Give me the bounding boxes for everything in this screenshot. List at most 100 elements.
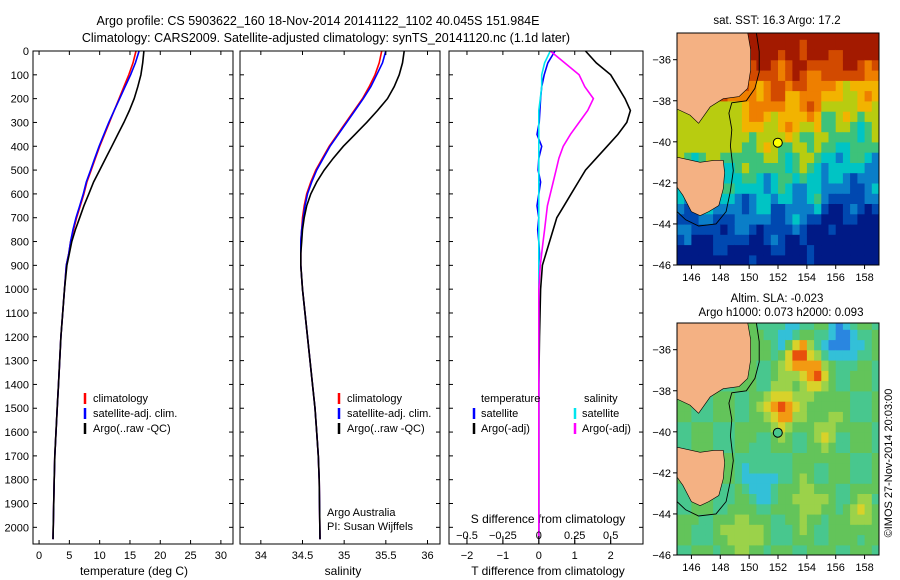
sst_map-cell	[734, 213, 743, 225]
sst_map-cell	[842, 193, 851, 204]
sla_map-cell	[799, 524, 808, 536]
sla_map-cell	[814, 401, 822, 412]
sla_map-cell	[770, 360, 779, 371]
sst_map-cell	[821, 141, 830, 153]
sst_map-xtick-label: 156	[827, 272, 845, 284]
sst_map-cell	[835, 49, 844, 61]
sst_map-cell	[864, 172, 873, 184]
depth-tick-label: 1600	[5, 427, 29, 439]
sla_map-cell	[828, 524, 837, 536]
sla_map-cell	[727, 483, 736, 494]
sla_map-cell	[842, 544, 851, 555]
sst_map-cell	[763, 162, 772, 174]
sla_map-cell	[871, 390, 879, 402]
sst_map-cell	[842, 39, 851, 51]
sla_map-cell	[756, 472, 765, 484]
sst_map-cell	[821, 59, 830, 71]
sst_map-cell	[749, 182, 757, 194]
sla_map-cell	[720, 534, 729, 546]
sla_map-cell	[835, 442, 844, 453]
sla_map-cell	[792, 483, 801, 494]
sst_map-cell	[864, 203, 873, 215]
sst_map-cell	[720, 131, 729, 143]
sst_map-cell	[799, 121, 808, 133]
s-axis-tick-label: −0.25	[489, 530, 517, 542]
sla_map-cell	[698, 431, 707, 443]
sla_map-cell	[799, 401, 808, 412]
sla_map-cell	[814, 380, 822, 392]
sst_map-cell	[835, 59, 844, 71]
sla_map-cell	[864, 360, 873, 371]
sla_map-cell	[741, 483, 750, 494]
sst_map-cell	[850, 90, 858, 102]
sla_map-cell	[799, 370, 808, 382]
sst_map-cell	[850, 223, 858, 235]
sla_map-cell	[713, 411, 721, 423]
sla_map-cell	[741, 544, 750, 555]
sst_map-cell	[756, 223, 765, 235]
depth-tick-label: 300	[11, 117, 29, 129]
sla_map-cell	[864, 452, 873, 464]
sla_map-cell	[799, 390, 808, 402]
sla_map-cell	[785, 421, 793, 433]
sst_map-cell	[842, 131, 851, 143]
sla_map-cell	[835, 370, 844, 382]
sst_map-cell	[842, 49, 851, 61]
sla_map-cell	[684, 544, 692, 555]
sst_map-cell	[814, 203, 822, 215]
sst_map-cell	[842, 100, 851, 112]
sla_map-cell	[806, 411, 815, 423]
sla_map-cell	[799, 472, 808, 484]
sla_map-cell	[778, 380, 786, 392]
sst_map-cell	[727, 172, 736, 184]
sla_map-cell	[778, 472, 786, 484]
sla_map-cell	[684, 513, 692, 525]
sst_map-cell	[850, 213, 858, 225]
sla_map-cell	[763, 493, 772, 505]
sla_map-cell	[792, 503, 801, 515]
sla_map-cell	[828, 401, 837, 412]
sla_map-cell	[749, 503, 757, 515]
sla_map-cell	[720, 483, 729, 494]
sst_map-cell	[756, 121, 765, 133]
sst_map-cell	[705, 152, 714, 163]
sst_map-cell	[850, 172, 858, 184]
sla_map-cell	[770, 503, 779, 515]
sst_map-cell	[749, 244, 757, 256]
sla_map-cell	[778, 462, 786, 474]
sla_map-cell	[705, 431, 714, 443]
sla_map-cell	[734, 431, 743, 443]
sla_map-cell	[756, 411, 765, 423]
sla_map-cell	[698, 411, 707, 423]
sla_map-cell	[857, 380, 866, 392]
sla_map-cell	[821, 544, 830, 555]
sst_map-cell	[857, 121, 866, 133]
sla_map-cell	[698, 534, 707, 546]
sla_map-cell	[713, 442, 721, 453]
sst_map-cell	[691, 213, 700, 225]
sla_map-cell	[698, 503, 707, 515]
sst_map-cell	[763, 203, 772, 215]
s-difference-label: S difference from climatology	[471, 512, 626, 526]
sla_map-cell	[835, 462, 844, 474]
diff-legend-sal-heading: salinity	[584, 393, 618, 405]
sst_map-cell	[785, 193, 793, 204]
sla_map-cell	[850, 483, 858, 494]
sla_map-cell	[749, 380, 757, 392]
sst_map-cell	[741, 90, 750, 102]
isobath-contour	[677, 323, 760, 517]
sla_map-cell	[850, 493, 858, 505]
sla_map-cell	[785, 370, 793, 382]
sst_map-cell	[770, 33, 779, 40]
sst_map-cell	[835, 141, 844, 153]
sst_map-cell	[799, 254, 808, 265]
sla_map-cell	[734, 411, 743, 423]
sst_map-cell	[785, 33, 793, 40]
sst_map-cell	[871, 223, 879, 235]
sla_map-cell	[828, 472, 837, 484]
sst_map-cell	[871, 33, 879, 40]
sst_map-cell	[799, 182, 808, 194]
temperature-frame	[32, 50, 234, 545]
sla_map-cell	[778, 401, 786, 412]
sla_map-cell	[756, 360, 765, 371]
